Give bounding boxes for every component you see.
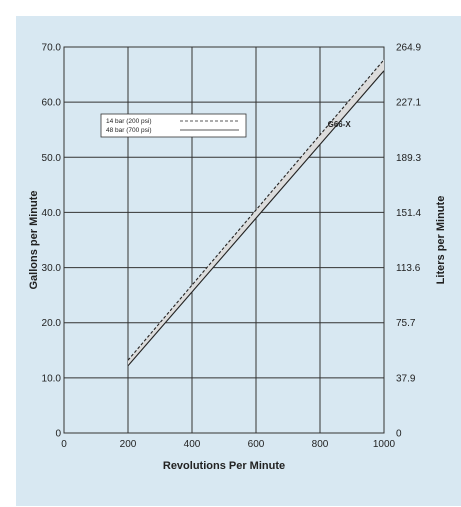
y-tick-label: 30.0 [42,263,62,274]
x-tick-label: 1000 [373,439,396,450]
y-tick-label: 60.0 [42,98,62,109]
x-tick-label: 600 [248,439,265,450]
series-line [127,59,385,361]
x-tick-label: 200 [120,439,137,450]
x-tick-label: 400 [184,439,201,450]
y2-tick-label: 189.3 [396,153,421,164]
y2-tick-label: 0 [396,429,402,440]
y2-axis-title: Liters per Minute [435,196,447,285]
x-tick-label: 800 [312,439,329,450]
y-tick-label: 10.0 [42,373,62,384]
y-tick-label: 40.0 [42,208,62,219]
legend-label: 14 bar (200 psi) [106,118,152,125]
series-annotation: G66-X [328,120,352,129]
x-axis-title: Revolutions Per Minute [163,460,285,472]
y-tick-label: 20.0 [42,318,62,329]
y2-tick-label: 264.9 [396,43,421,54]
y-tick-label: 0 [55,429,61,440]
legend-box [100,113,247,138]
y2-tick-label: 75.7 [396,318,416,329]
plot-area [63,46,385,434]
series-band [128,59,384,366]
y-tick-label: 50.0 [42,153,62,164]
y2-tick-label: 113.6 [396,263,421,274]
y2-tick-label: 151.4 [396,208,421,219]
y-tick-label: 70.0 [42,43,62,54]
y-axis-title: Gallons per Minute [28,190,40,289]
y2-tick-label: 227.1 [396,98,421,109]
series-line [127,70,385,367]
x-tick-label: 0 [61,439,67,450]
y2-tick-label: 37.9 [396,373,416,384]
legend-label: 48 bar (700 psi) [106,127,152,134]
